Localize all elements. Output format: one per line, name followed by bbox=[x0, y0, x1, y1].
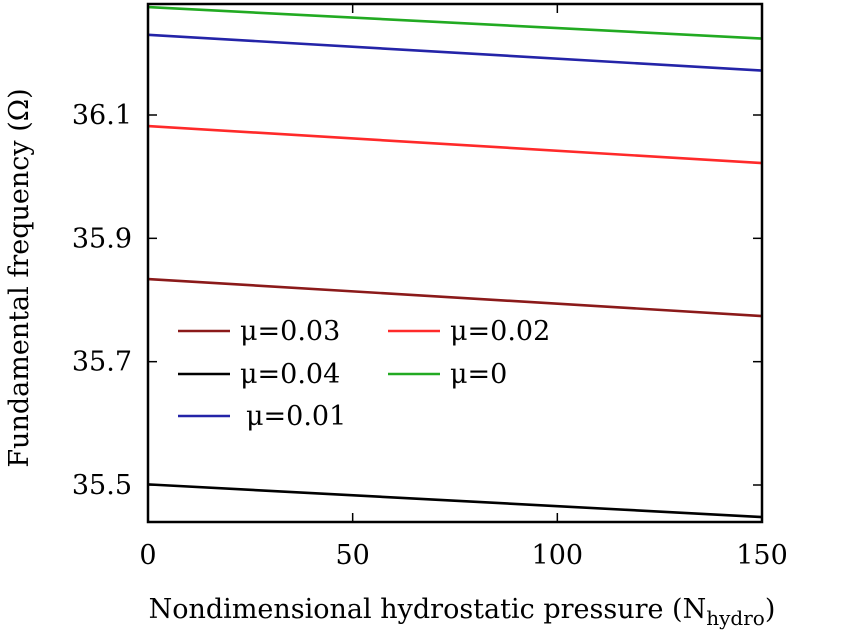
x-tick-label: 100 bbox=[532, 540, 584, 571]
plot-lines bbox=[147, 5, 763, 519]
series-line-1 bbox=[147, 124, 763, 165]
series-line-3 bbox=[147, 5, 763, 40]
legend-label-3: μ=0 bbox=[450, 359, 507, 390]
legend: μ=0.03 μ=0.02 μ=0.04 μ=0 μ=0.01 bbox=[178, 316, 550, 432]
x-axis-label-end: ) bbox=[765, 594, 776, 625]
series-line-0 bbox=[147, 277, 763, 318]
plot-frame bbox=[146, 2, 764, 524]
x-axis-label-subscript: hydro bbox=[706, 606, 765, 630]
y-axis-label: Fundamental frequency (Ω) bbox=[4, 88, 35, 467]
legend-label-2: μ=0.04 bbox=[240, 359, 340, 390]
series-line-4 bbox=[147, 33, 763, 72]
y-tick-label: 35.7 bbox=[72, 347, 132, 378]
series-line-2 bbox=[147, 483, 763, 519]
x-tick-label: 150 bbox=[736, 540, 788, 571]
y-tick-label: 35.5 bbox=[72, 470, 132, 501]
x-tick-label: 0 bbox=[139, 540, 156, 571]
legend-label-1: μ=0.02 bbox=[450, 316, 550, 347]
y-tick-label: 35.9 bbox=[72, 223, 132, 254]
x-axis-label: Nondimensional hydrostatic pressure (Nhy… bbox=[149, 594, 776, 630]
legend-label-4: μ=0.01 bbox=[246, 401, 346, 432]
axis-ticks: 0 50 100 150 35.5 35.7 35.9 36.1 bbox=[72, 4, 788, 571]
legend-label-0: μ=0.03 bbox=[240, 316, 340, 347]
x-tick-label: 50 bbox=[335, 540, 369, 571]
x-axis-label-main: Nondimensional hydrostatic pressure (N bbox=[149, 594, 707, 625]
y-tick-label: 36.1 bbox=[72, 100, 132, 131]
